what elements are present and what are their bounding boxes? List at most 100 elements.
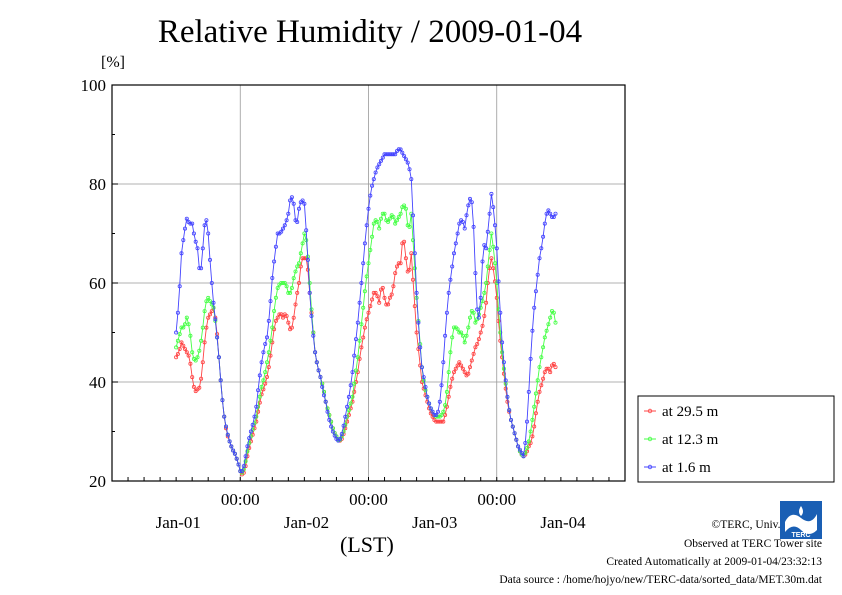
series-point-1	[471, 310, 476, 315]
series-point-1	[382, 211, 387, 216]
series-point-1	[467, 315, 472, 320]
series-point-0	[541, 376, 546, 381]
series-point-1	[535, 378, 540, 383]
series-point-2	[410, 213, 415, 218]
x-tick-date-label: Jan-01	[156, 513, 201, 532]
series-point-2	[229, 444, 234, 449]
legend-box	[637, 395, 835, 483]
series-point-2	[370, 183, 375, 188]
series-point-1	[548, 315, 553, 320]
y-tick-label: 60	[89, 274, 106, 293]
series-point-2	[259, 360, 264, 365]
series-point-1	[473, 320, 478, 325]
series-point-1	[207, 299, 212, 304]
series-point-0	[268, 353, 273, 358]
series-point-0	[190, 375, 195, 380]
series-point-0	[345, 419, 350, 424]
series-point-1	[537, 365, 542, 370]
series-point-2	[541, 234, 546, 239]
series-point-0	[451, 370, 456, 375]
series-point-2	[202, 223, 207, 228]
series-point-2	[533, 289, 538, 294]
series-point-2	[503, 378, 508, 383]
series-point-2	[316, 368, 321, 373]
series-point-2	[266, 318, 271, 323]
series-point-2	[311, 333, 316, 338]
series-point-1	[257, 394, 262, 399]
y-tick-label: 20	[89, 472, 106, 491]
series-point-1	[451, 325, 456, 330]
series-point-2	[207, 257, 212, 262]
series-point-2	[375, 165, 380, 170]
series-point-1	[266, 350, 271, 355]
series-point-2	[391, 152, 396, 157]
series-point-0	[398, 261, 403, 266]
series-point-2	[329, 424, 334, 429]
series-point-1	[359, 322, 364, 327]
series-point-2	[491, 205, 496, 210]
series-point-1	[375, 219, 380, 224]
series-point-0	[484, 300, 489, 305]
series-point-1	[466, 325, 471, 330]
series-point-2	[469, 200, 474, 205]
series-point-2	[428, 406, 433, 411]
series-point-2	[551, 214, 556, 219]
series-point-1	[289, 285, 294, 290]
series-point-1	[268, 338, 273, 343]
series-point-0	[373, 290, 378, 295]
series-point-1	[378, 216, 383, 221]
series-point-2	[346, 394, 351, 399]
site-credit: Observed at TERC Tower site	[683, 538, 822, 550]
series-point-1	[480, 299, 485, 304]
series-point-2	[209, 280, 214, 285]
series-point-2	[181, 238, 186, 243]
series-point-0	[257, 400, 262, 405]
series-point-2	[268, 299, 273, 304]
series-point-2	[432, 412, 437, 417]
series-point-2	[430, 409, 435, 414]
series-point-2	[175, 310, 180, 315]
series-point-2	[218, 378, 223, 383]
series-point-1	[366, 261, 371, 266]
series-point-2	[526, 389, 531, 394]
series-point-0	[473, 345, 478, 350]
series-point-2	[505, 394, 510, 399]
series-point-0	[377, 300, 382, 305]
series-point-1	[533, 391, 538, 396]
series-point-2	[476, 315, 481, 320]
series-point-1	[245, 449, 250, 454]
series-point-0	[542, 370, 547, 375]
series-point-0	[414, 330, 419, 335]
series-point-1	[272, 308, 277, 313]
source-credit: Data source : /home/hojyo/new/TERC-data/…	[499, 574, 822, 586]
series-point-2	[514, 437, 519, 442]
series-point-2	[546, 208, 551, 213]
series-point-0	[280, 315, 285, 320]
series-point-2	[398, 147, 403, 152]
series-point-2	[191, 231, 196, 236]
series-point-2	[412, 251, 417, 256]
series-point-2	[487, 211, 492, 216]
series-point-2	[419, 365, 424, 370]
series-point-1	[393, 221, 398, 226]
series-point-0	[370, 297, 375, 302]
series-point-1	[261, 378, 266, 383]
series-point-1	[204, 299, 209, 304]
series-point-2	[313, 350, 318, 355]
series-point-2	[314, 360, 319, 365]
series-point-2	[257, 373, 262, 378]
series-point-2	[289, 195, 294, 200]
series-point-1	[296, 261, 301, 266]
series-point-2	[273, 244, 278, 249]
series-point-0	[188, 361, 193, 366]
chart-title: Relative Humidity / 2009-01-04	[157, 14, 583, 50]
series-point-0	[256, 409, 261, 414]
series-point-2	[225, 432, 230, 437]
series-point-2	[238, 469, 243, 474]
created-credit: Created Automatically at 2009-01-04/23:3…	[606, 556, 822, 568]
series-point-1	[396, 214, 401, 219]
series-point-2	[223, 424, 228, 429]
svg-text:TERC: TERC	[791, 532, 810, 539]
series-point-2	[482, 243, 487, 248]
